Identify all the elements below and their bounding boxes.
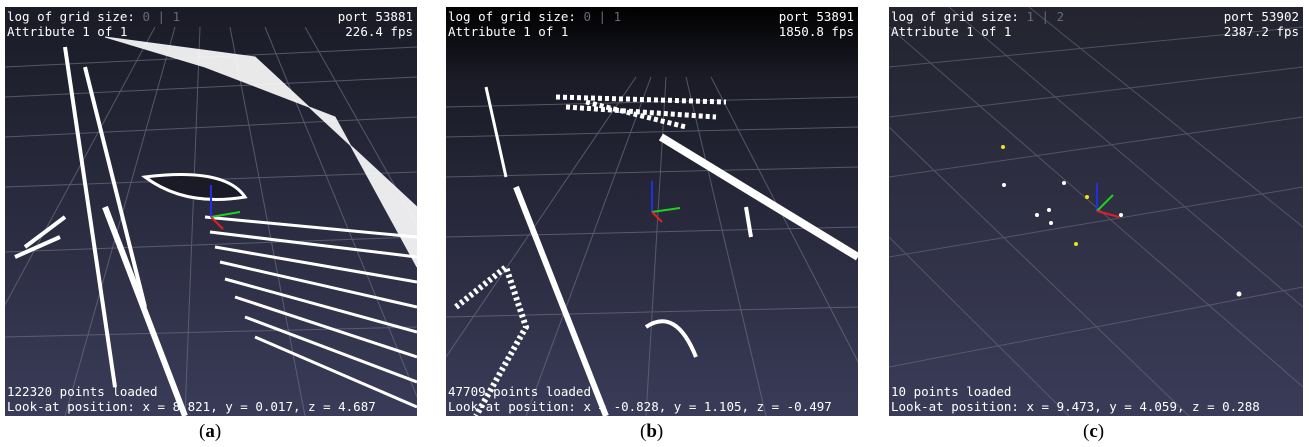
axis-gizmo-c bbox=[1096, 183, 1120, 218]
look-at-label: Look-at position: x = -0.828, y = 1.105,… bbox=[448, 399, 832, 414]
port-label: port 53881 bbox=[337, 9, 413, 24]
port-label: port 53891 bbox=[778, 9, 854, 24]
viewer-panel-c[interactable]: log of grid size: 1 | 2 Attribute 1 of 1… bbox=[889, 7, 1303, 416]
look-at-label: Look-at position: x = 8.821, y = 0.017, … bbox=[7, 399, 376, 414]
grid-size-label: log of grid size: bbox=[7, 9, 135, 24]
grid-size-value-2[interactable]: 1 bbox=[172, 9, 181, 24]
look-at-label: Look-at position: x = 9.473, y = 4.059, … bbox=[891, 399, 1260, 414]
hud-top-right: port 53891 1850.8 fps bbox=[779, 9, 854, 39]
axis-gizmo-b bbox=[651, 181, 681, 223]
lidar-points bbox=[454, 86, 858, 416]
grid-size-value-2[interactable]: 2 bbox=[1056, 9, 1065, 24]
fps-label: 1850.8 fps bbox=[778, 24, 854, 39]
caption-a: (a) bbox=[199, 421, 222, 442]
hud-top-right: port 53881 226.4 fps bbox=[338, 9, 413, 39]
hud-bottom-left: 47709 points loaded Look-at position: x … bbox=[448, 384, 832, 414]
hud-top-left: log of grid size: 0 | 1 Attribute 1 of 1 bbox=[7, 9, 181, 39]
fps-label: 226.4 fps bbox=[345, 24, 413, 39]
lidar-points bbox=[14, 36, 417, 416]
grid-size-value-1[interactable]: 0 bbox=[583, 9, 591, 24]
grid-size-value-2[interactable]: 1 bbox=[613, 9, 622, 24]
hud-bottom-left: 122320 points loaded Look-at position: x… bbox=[7, 384, 376, 414]
hud-top-left: log of grid size: 0 | 1 Attribute 1 of 1 bbox=[448, 9, 622, 39]
point-cloud-view-a[interactable] bbox=[5, 7, 417, 416]
grid-size-label: log of grid size: bbox=[448, 9, 576, 24]
attribute-label: Attribute 1 of 1 bbox=[891, 24, 1012, 39]
attribute-label: Attribute 1 of 1 bbox=[448, 24, 569, 39]
point-cloud-view-b[interactable] bbox=[446, 7, 858, 416]
points-loaded-label: 47709 points loaded bbox=[448, 384, 591, 399]
hud-top-right: port 53902 2387.2 fps bbox=[1224, 9, 1299, 39]
caption-c: (c) bbox=[1083, 421, 1105, 442]
points bbox=[1002, 181, 1242, 297]
axis-gizmo-a bbox=[210, 185, 241, 230]
viewer-panel-a[interactable]: log of grid size: 0 | 1 Attribute 1 of 1… bbox=[5, 7, 417, 416]
caption-b: (b) bbox=[640, 421, 664, 442]
grid-size-value-1[interactable]: 0 bbox=[142, 9, 150, 24]
hud-top-left: log of grid size: 1 | 2 Attribute 1 of 1 bbox=[891, 9, 1065, 39]
grid bbox=[446, 76, 858, 416]
port-label: port 53902 bbox=[1223, 9, 1299, 24]
fps-label: 2387.2 fps bbox=[1223, 24, 1299, 39]
attribute-label: Attribute 1 of 1 bbox=[7, 24, 128, 39]
grid-size-value-1[interactable]: 1 bbox=[1026, 9, 1034, 24]
viewer-panel-b[interactable]: log of grid size: 0 | 1 Attribute 1 of 1… bbox=[446, 7, 858, 416]
point-cloud-view-c[interactable] bbox=[889, 7, 1303, 416]
grid-size-label: log of grid size: bbox=[891, 9, 1019, 24]
hud-bottom-left: 10 points loaded Look-at position: x = 9… bbox=[891, 384, 1260, 414]
points-loaded-label: 122320 points loaded bbox=[7, 384, 158, 399]
points-loaded-label: 10 points loaded bbox=[891, 384, 1012, 399]
highlight-points bbox=[1001, 145, 1089, 246]
